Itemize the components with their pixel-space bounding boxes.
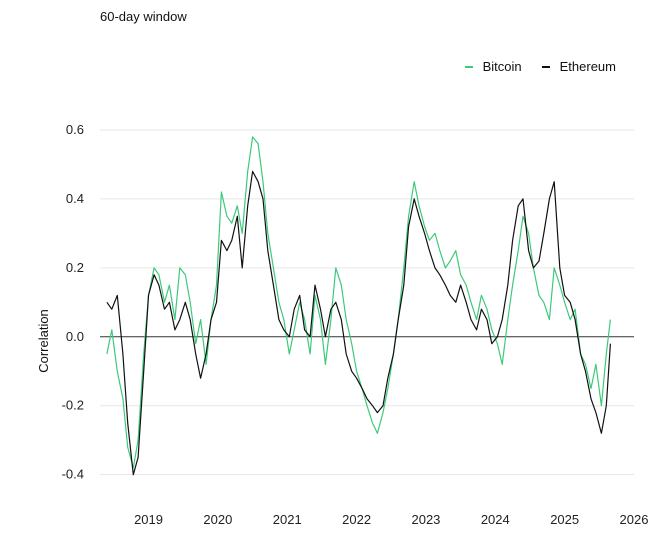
series-line-bitcoin bbox=[106, 136, 611, 469]
legend-item-bitcoin: Bitcoin bbox=[464, 59, 522, 74]
chart-subtitle: 60-day window bbox=[100, 9, 187, 24]
legend-label-ethereum: Ethereum bbox=[559, 59, 616, 74]
y-tick-label: 0.4 bbox=[66, 191, 84, 206]
x-tick-label: 2019 bbox=[134, 512, 163, 527]
legend-swatch-ethereum bbox=[541, 65, 550, 68]
x-tick-label: 2021 bbox=[273, 512, 302, 527]
y-tick-label: 0.6 bbox=[66, 122, 84, 137]
y-tick-label: 0.0 bbox=[66, 329, 84, 344]
series-line-ethereum bbox=[106, 170, 611, 476]
legend-item-ethereum: Ethereum bbox=[541, 59, 616, 74]
grid-layer bbox=[100, 129, 634, 476]
x-tick-label: 2020 bbox=[203, 512, 232, 527]
legend-label-bitcoin: Bitcoin bbox=[482, 59, 522, 74]
legend-swatch-bitcoin bbox=[464, 65, 473, 68]
axis-layer: -0.4 -0.2 0.0 0.2 0.4 0.6 2019 2020 2021 2022 2023… bbox=[62, 122, 649, 527]
y-tick-label: -0.2 bbox=[62, 398, 84, 413]
x-tick-label: 2024 bbox=[481, 512, 510, 527]
y-axis-title: Correlation bbox=[36, 309, 51, 373]
series-layer bbox=[106, 136, 611, 476]
x-tick-label: 2026 bbox=[620, 512, 649, 527]
chart-legend: Bitcoin Ethereum bbox=[464, 59, 616, 74]
x-tick-label: 2023 bbox=[411, 512, 440, 527]
x-tick-label: 2025 bbox=[550, 512, 579, 527]
y-tick-label: -0.4 bbox=[62, 467, 84, 482]
y-tick-label: 0.2 bbox=[66, 260, 84, 275]
x-tick-label: 2022 bbox=[342, 512, 371, 527]
